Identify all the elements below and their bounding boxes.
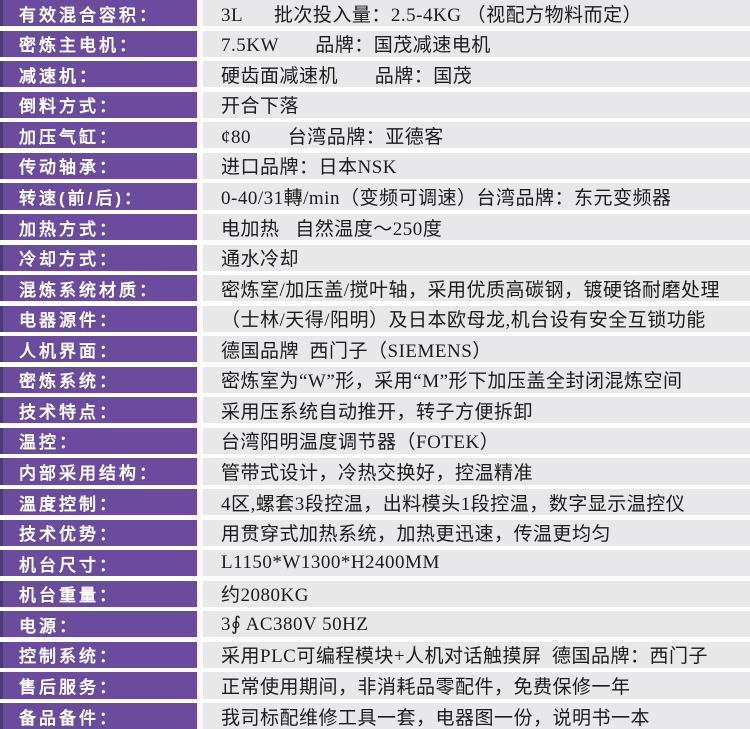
spec-row: 转速(前/后)： 0-40/31轉/min（变频可调速）台湾品牌：东元变频器: [0, 183, 750, 210]
spec-label: 人机界面：: [0, 336, 197, 363]
spec-label: 传动轴承：: [0, 152, 197, 179]
spec-row: 机台尺寸： L1150*W1300*H2400MM: [0, 550, 750, 577]
spec-value: 3L 批次投入量：2.5-4KG （视配方物料而定）: [203, 0, 750, 27]
spec-value: 我司标配维修工具一套，电器图一份，说明书一本: [203, 702, 750, 729]
spec-value: （士林/天得/阳明）及日本欧母龙,机台设有安全互锁功能: [203, 305, 750, 332]
spec-label: 技术特点：: [0, 397, 197, 424]
spec-value: 硬齿面减速机 品牌：国茂: [203, 61, 750, 88]
spec-row: 倒料方式： 开合下落: [0, 91, 750, 118]
spec-value: 采用压系统自动推开，转子方便拆卸: [203, 397, 750, 424]
spec-row: 传动轴承： 进口品牌：日本NSK: [0, 152, 750, 179]
spec-row: 技术特点： 采用压系统自动推开，转子方便拆卸: [0, 397, 750, 424]
spec-label: 控制系统：: [0, 641, 197, 668]
spec-value: L1150*W1300*H2400MM: [203, 550, 750, 577]
spec-value: 管带式设计，冷热交换好，控温精准: [203, 458, 750, 485]
spec-row: 减速机： 硬齿面减速机 品牌：国茂: [0, 61, 750, 88]
spec-label: 冷却方式：: [0, 244, 197, 271]
spec-label: 溫度控制：: [0, 489, 197, 516]
spec-label: 密炼主电机：: [0, 30, 197, 57]
spec-value: 开合下落: [203, 91, 750, 118]
spec-label: 转速(前/后)：: [0, 183, 197, 210]
spec-value: 4区,螺套3段控温，出料模头1段控温，数字显示温控仪: [203, 489, 750, 516]
spec-value: 通水冷却: [203, 244, 750, 271]
spec-row: 内部采用结构： 管带式设计，冷热交换好，控温精准: [0, 458, 750, 485]
spec-label: 加压气缸：: [0, 122, 197, 149]
spec-value: 约2080KG: [203, 580, 750, 607]
spec-value: 0-40/31轉/min（变频可调速）台湾品牌：东元变频器: [203, 183, 750, 210]
spec-row: 电器源件： （士林/天得/阳明）及日本欧母龙,机台设有安全互锁功能: [0, 305, 750, 332]
spec-value: 3∮ AC380V 50HZ: [203, 611, 750, 638]
spec-row: 电源： 3∮ AC380V 50HZ: [0, 611, 750, 638]
spec-row: 密炼主电机： 7.5KW 品牌：国茂减速电机: [0, 30, 750, 57]
spec-label: 加热方式：: [0, 213, 197, 241]
spec-row: 备品备件： 我司标配维修工具一套，电器图一份，说明书一本: [0, 702, 750, 729]
spec-row: 售后服务： 正常使用期间，非消耗品零配件，免费保修一年: [0, 672, 750, 699]
spec-value: 采用PLC可编程模块+人机对话触摸屏 德国品牌：西门子: [203, 641, 750, 668]
spec-label: 机台重量：: [0, 580, 197, 607]
spec-row: 温控： 台湾阳明温度调节器（FOTEK）: [0, 427, 750, 455]
spec-value: 用贯穿式加热系统，加热更迅速，传温更均匀: [203, 519, 750, 546]
spec-label: 电器源件：: [0, 305, 197, 332]
spec-row: 技术优势： 用贯穿式加热系统，加热更迅速，传温更均匀: [0, 519, 750, 546]
spec-label: 减速机：: [0, 61, 197, 88]
spec-label: 倒料方式：: [0, 91, 197, 118]
spec-label: 密炼系统：: [0, 366, 197, 393]
spec-label: 温控：: [0, 427, 197, 455]
spec-label: 技术优势：: [0, 519, 197, 546]
spec-row: 机台重量： 约2080KG: [0, 580, 750, 607]
spec-row: 溫度控制： 4区,螺套3段控温，出料模头1段控温，数字显示温控仪: [0, 489, 750, 516]
spec-value: 进口品牌：日本NSK: [203, 152, 750, 179]
spec-row: 有效混合容积： 3L 批次投入量：2.5-4KG （视配方物料而定）: [0, 0, 750, 27]
spec-row: 加热方式： 电加热 自然温度～250度: [0, 213, 750, 241]
spec-row: 加压气缸： ¢80 台湾品牌：亚德客: [0, 122, 750, 149]
spec-row: 混炼系统材质： 密炼室/加压盖/搅叶轴，采用优质高碳钢，镀硬铬耐磨处理: [0, 275, 750, 302]
spec-label: 有效混合容积：: [0, 0, 197, 27]
spec-value: 密炼室/加压盖/搅叶轴，采用优质高碳钢，镀硬铬耐磨处理: [203, 275, 750, 302]
spec-value: ¢80 台湾品牌：亚德客: [203, 122, 750, 149]
spec-value: 德国品牌 西门子（SIEMENS）: [203, 336, 750, 363]
spec-row: 冷却方式： 通水冷却: [0, 244, 750, 271]
spec-row: 控制系统： 采用PLC可编程模块+人机对话触摸屏 德国品牌：西门子: [0, 641, 750, 668]
spec-label: 电源：: [0, 611, 197, 638]
spec-row: 人机界面： 德国品牌 西门子（SIEMENS）: [0, 336, 750, 363]
spec-value: 台湾阳明温度调节器（FOTEK）: [203, 427, 750, 455]
spec-value: 7.5KW 品牌：国茂减速电机: [203, 30, 750, 57]
spec-label: 售后服务：: [0, 672, 197, 699]
spec-value: 正常使用期间，非消耗品零配件，免费保修一年: [203, 672, 750, 699]
spec-row: 密炼系统： 密炼室为“W”形，采用“M”形下加压盖全封闭混炼空间: [0, 366, 750, 393]
spec-value: 密炼室为“W”形，采用“M”形下加压盖全封闭混炼空间: [203, 366, 750, 393]
spec-label: 混炼系统材质：: [0, 275, 197, 302]
spec-value: 电加热 自然温度～250度: [203, 213, 750, 241]
spec-label: 内部采用结构：: [0, 458, 197, 485]
spec-label: 机台尺寸：: [0, 550, 197, 577]
spec-label: 备品备件：: [0, 702, 197, 729]
